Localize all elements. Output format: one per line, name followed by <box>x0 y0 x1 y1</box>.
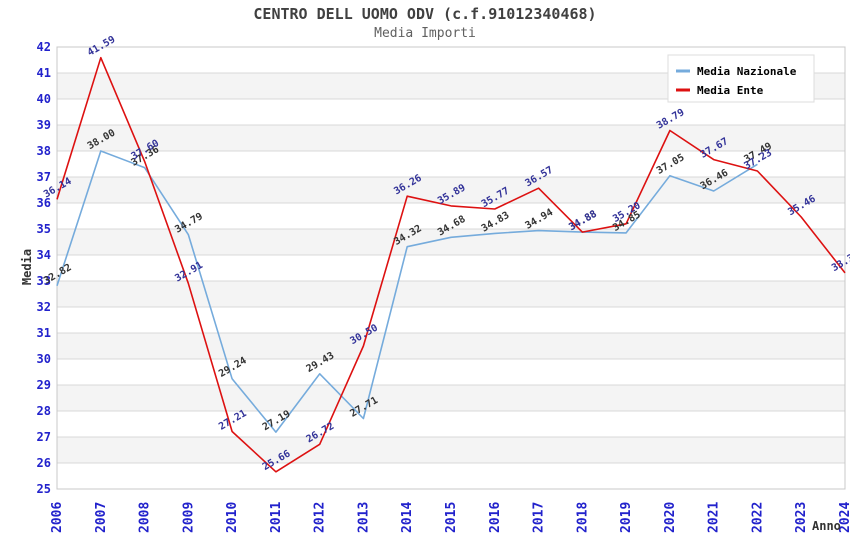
x-tick-label: 2012 <box>313 502 328 533</box>
x-tick-label: 2014 <box>400 502 415 533</box>
x-axis-title: Anno <box>812 519 841 533</box>
y-tick-label: 33 <box>37 274 51 288</box>
plot-band <box>57 177 845 203</box>
y-tick-label: 36 <box>37 196 51 210</box>
y-tick-label: 27 <box>37 430 51 444</box>
data-label-media-nazionale: 27.19 <box>261 409 293 434</box>
y-tick-label: 31 <box>37 326 51 340</box>
plot-band <box>57 333 845 359</box>
x-tick-label: 2010 <box>225 502 240 533</box>
y-tick-label: 30 <box>37 352 51 366</box>
y-tick-label: 29 <box>37 378 51 392</box>
y-axis-title: Media <box>20 249 34 285</box>
x-tick-label: 2009 <box>181 502 196 533</box>
plot-band <box>57 385 845 411</box>
x-tick-label: 2023 <box>794 502 809 533</box>
x-tick-label: 2018 <box>575 502 590 533</box>
plot-band <box>57 437 845 463</box>
data-label-media-nazionale: 34.94 <box>524 207 556 232</box>
x-tick-label: 2017 <box>532 502 547 533</box>
data-label-media-nazionale: 37.05 <box>655 152 687 177</box>
x-tick-label: 2019 <box>619 502 634 533</box>
legend-label: Media Ente <box>697 84 764 97</box>
plot-band <box>57 125 845 151</box>
y-tick-label: 39 <box>37 118 51 132</box>
legend-box <box>667 54 815 103</box>
x-tick-label: 2020 <box>663 502 678 533</box>
y-tick-label: 35 <box>37 222 51 236</box>
y-tick-label: 40 <box>37 92 51 106</box>
plot-band <box>57 281 845 307</box>
series-line-media-ente <box>56 56 846 473</box>
y-tick-label: 38 <box>37 144 51 158</box>
x-tick-label: 2022 <box>750 502 765 533</box>
x-tick-label: 2024 <box>838 502 850 533</box>
x-tick-label: 2011 <box>269 502 284 533</box>
chart-title: CENTRO DELL UOMO ODV (c.f.91012340468) <box>253 5 597 23</box>
y-tick-label: 42 <box>37 40 51 54</box>
data-label-media-ente: 27.21 <box>217 408 249 433</box>
y-tick-label: 25 <box>37 482 51 496</box>
x-tick-label: 2013 <box>356 502 371 533</box>
x-tick-label: 2021 <box>707 502 722 533</box>
y-tick-label: 32 <box>37 300 51 314</box>
y-tick-label: 28 <box>37 404 51 418</box>
x-tick-label: 2006 <box>50 502 65 533</box>
y-tick-label: 26 <box>37 456 51 470</box>
chart-subtitle: Media Importi <box>374 26 476 41</box>
plot-border <box>56 46 846 490</box>
y-tick-label: 41 <box>37 66 51 80</box>
y-tick-label: 37 <box>37 170 51 184</box>
series-line-media-nazionale <box>56 150 758 433</box>
x-tick-label: 2016 <box>488 502 503 533</box>
x-tick-label: 2015 <box>444 502 459 533</box>
legend-label: Media Nazionale <box>697 65 797 78</box>
x-tick-label: 2008 <box>138 502 153 533</box>
x-tick-label: 2007 <box>94 502 109 533</box>
y-tick-label: 34 <box>37 248 51 262</box>
